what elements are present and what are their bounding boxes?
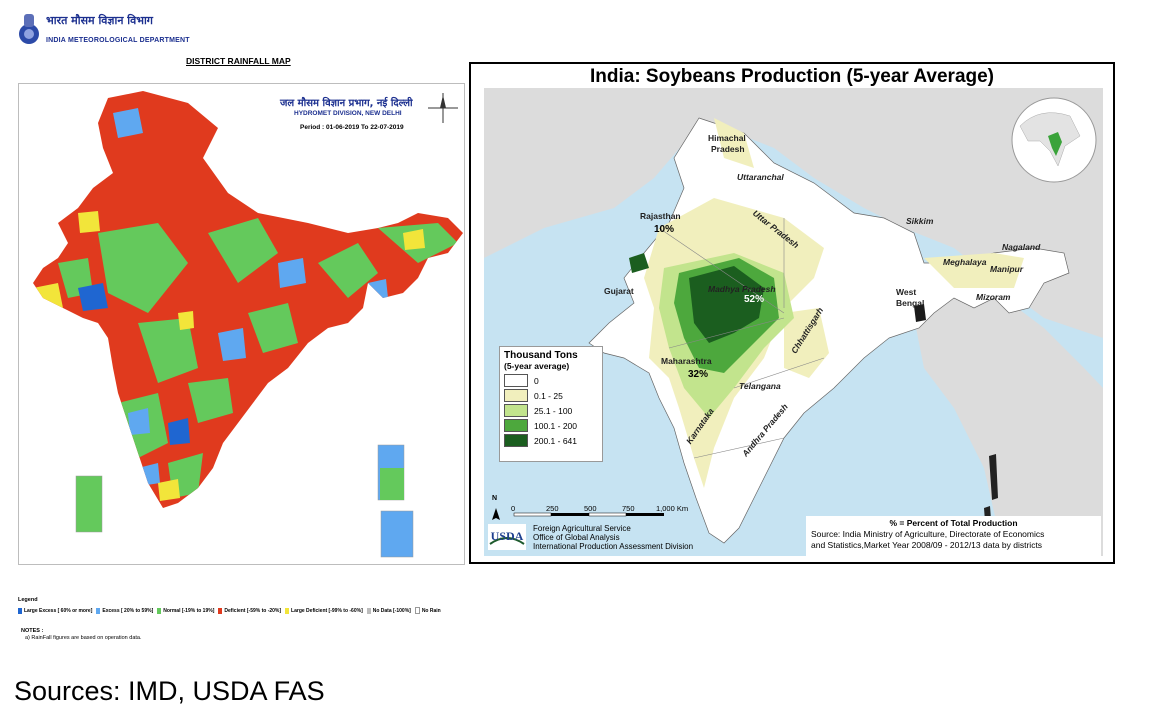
soybean-legend-item: 0.1 - 25 xyxy=(504,389,602,402)
imd-org-name: INDIA METEOROLOGICAL DEPARTMENT xyxy=(46,37,190,44)
share-maharashtra: 32% xyxy=(688,369,709,380)
note-a: a) RainFall figures are based on operati… xyxy=(25,635,142,641)
label-manipur: Manipur xyxy=(990,264,1024,274)
label-sikkim: Sikkim xyxy=(906,216,934,226)
soybean-production-map xyxy=(484,88,1103,556)
label-nagaland: Nagaland xyxy=(1002,242,1041,252)
usda-wordmark: USDA xyxy=(491,529,524,543)
label-west-bengal-1: West xyxy=(896,287,917,297)
scale-label-1000: 1,000 Km xyxy=(656,504,689,513)
north-label: N xyxy=(492,495,498,502)
label-himachal: Himachal xyxy=(708,133,746,143)
imd-hindi-name: भारत मौसम विज्ञान विभाग xyxy=(46,14,153,27)
rainfall-legend-title: Legend xyxy=(18,597,38,603)
rainfall-district-map xyxy=(33,91,463,558)
hydromet-hindi-title: जल मौसम विज्ञान प्रभाग, नई दिल्ली xyxy=(280,98,413,109)
fas-credit: Foreign Agricultural Service Office of G… xyxy=(533,524,693,551)
source-line-2: and Statistics,Market Year 2008/09 - 201… xyxy=(811,540,1043,550)
legend-item-large-deficient: Large Deficient [-99% to -60%] xyxy=(285,607,363,614)
legend-item-excess: Excess [ 20% to 59%] xyxy=(96,607,153,614)
soybean-map-title: India: Soybeans Production (5-year Avera… xyxy=(589,66,995,87)
label-west-bengal-2: Bengal xyxy=(896,298,925,308)
compass-icon xyxy=(428,93,458,123)
soybean-legend-item: 100.1 - 200 xyxy=(504,419,602,432)
rainfall-map-title: DISTRICT RAINFALL MAP xyxy=(186,56,291,66)
label-himachal-pradesh: Pradesh xyxy=(711,144,745,154)
source-line-1: Source: India Ministry of Agriculture, D… xyxy=(811,529,1045,539)
share-madhya-pradesh: 52% xyxy=(744,294,765,305)
soybean-legend-item: 25.1 - 100 xyxy=(504,404,602,417)
soybean-legend-item: 200.1 - 641 xyxy=(504,434,602,447)
fas-line-3: International Production Assessment Divi… xyxy=(533,542,694,551)
scale-label-0: 0 xyxy=(511,504,516,513)
label-madhya-pradesh: Madhya Pradesh xyxy=(708,284,776,294)
scale-label-750: 750 xyxy=(622,504,635,513)
soybean-legend-title: Thousand Tons xyxy=(504,350,578,361)
soybean-legend: Thousand Tons (5-year average) 0 0.1 - 2… xyxy=(499,346,603,462)
notes-title: NOTES : xyxy=(21,628,44,634)
fas-line-1: Foreign Agricultural Service xyxy=(533,524,631,533)
soybean-legend-subtitle: (5-year average) xyxy=(504,361,570,371)
legend-item-no-data: No Data [-100%] xyxy=(366,607,411,614)
rainfall-legend: Large Excess [ 60% or more] Excess [ 20%… xyxy=(18,607,441,614)
scale-label-250: 250 xyxy=(546,504,559,513)
soybean-legend-item: 0 xyxy=(504,374,602,387)
usda-logo-icon: USDA xyxy=(488,524,526,550)
scale-bar xyxy=(513,512,664,517)
label-maharashtra: Maharashtra xyxy=(661,356,712,366)
soybean-source-box: % = Percent of Total Production Source: … xyxy=(806,516,1101,556)
legend-item-no-rain: No Rain xyxy=(414,607,441,614)
label-uttaranchal: Uttaranchal xyxy=(737,172,784,182)
globe-locator-icon xyxy=(1011,97,1097,183)
label-rajasthan: Rajasthan xyxy=(640,211,681,221)
scale-label-500: 500 xyxy=(584,504,597,513)
north-arrow-icon xyxy=(492,508,500,520)
label-mizoram: Mizoram xyxy=(976,292,1011,302)
hydromet-division-title: HYDROMET DIVISION, NEW DELHI xyxy=(294,110,402,117)
imd-emblem-icon xyxy=(19,14,39,44)
share-rajasthan: 10% xyxy=(654,224,675,235)
legend-item-deficient: Deficient [-59% to -20%] xyxy=(218,607,281,614)
legend-item-large-excess: Large Excess [ 60% or more] xyxy=(18,607,92,614)
label-gujarat: Gujarat xyxy=(604,286,634,296)
percent-note: % = Percent of Total Production xyxy=(889,518,1018,528)
label-telangana: Telangana xyxy=(739,381,781,391)
rainfall-period: Period : 01-06-2019 To 22-07-2019 xyxy=(300,124,404,131)
label-meghalaya: Meghalaya xyxy=(943,257,987,267)
fas-line-2: Office of Global Analysis xyxy=(533,533,620,542)
sources-footer: Sources: IMD, USDA FAS xyxy=(14,676,325,706)
legend-item-normal: Normal [-19% to 19%] xyxy=(157,607,214,614)
